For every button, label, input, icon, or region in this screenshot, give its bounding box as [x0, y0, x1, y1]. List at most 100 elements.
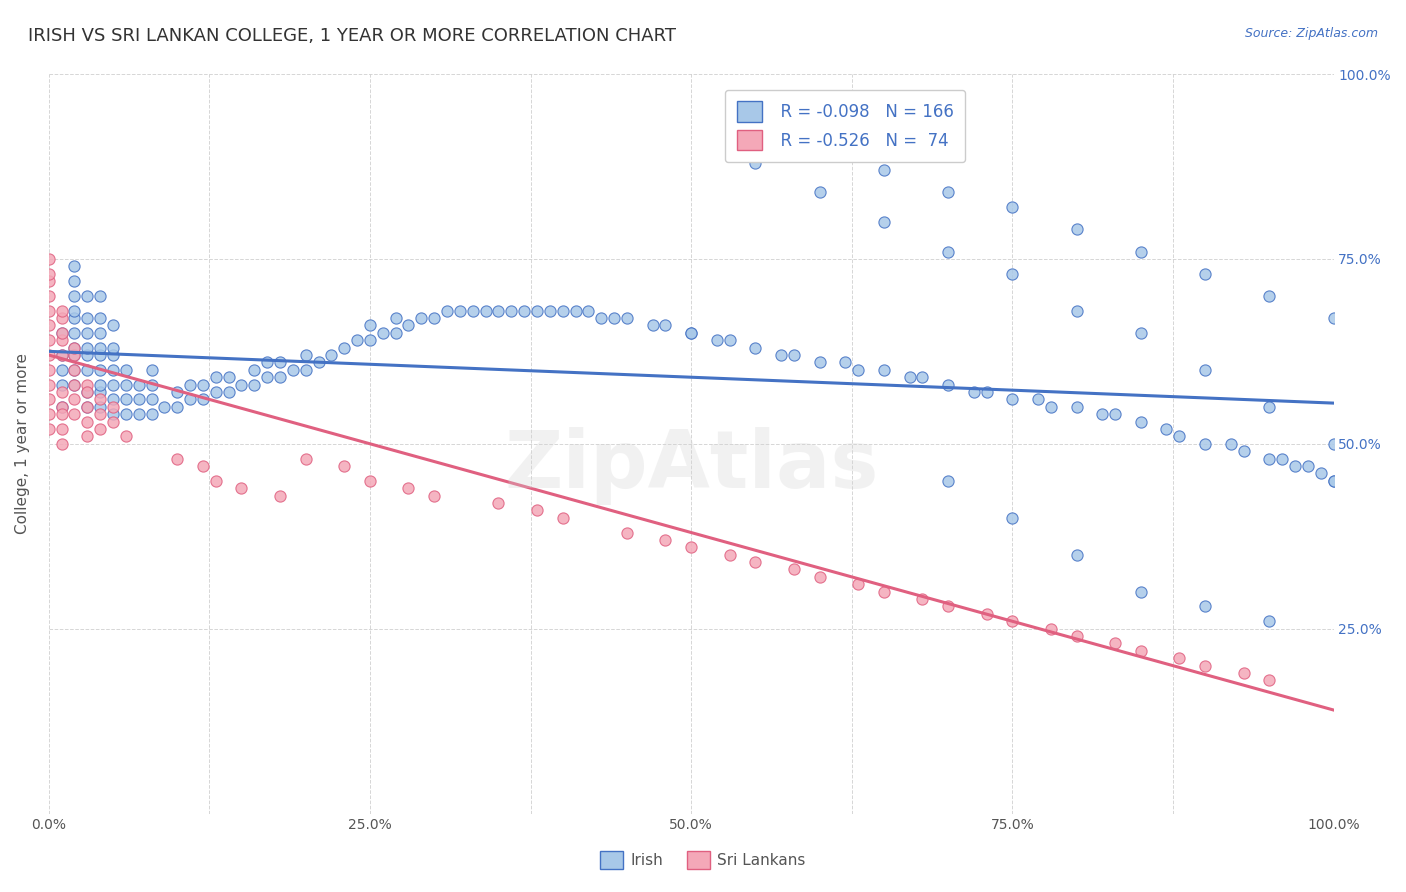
Point [641, 318, 664, 333]
Point [474, 303, 496, 318]
Point [808, 141, 831, 155]
Point [76, 415, 98, 429]
Point [1104, 407, 1126, 421]
Point [576, 303, 599, 318]
Point [321, 348, 343, 362]
Point [63, 274, 86, 288]
Point [783, 348, 806, 362]
Point [783, 562, 806, 576]
Point [526, 503, 548, 517]
Point [1258, 614, 1281, 628]
Point [38, 303, 60, 318]
Point [1026, 392, 1049, 407]
Point [526, 303, 548, 318]
Point [63, 303, 86, 318]
Y-axis label: College, 1 year or more: College, 1 year or more [15, 353, 30, 534]
Point [1066, 222, 1088, 236]
Point [1129, 415, 1152, 429]
Point [1194, 658, 1216, 673]
Point [63, 326, 86, 340]
Point [51, 377, 73, 392]
Point [101, 318, 124, 333]
Point [1322, 474, 1344, 488]
Point [591, 311, 613, 326]
Point [89, 384, 111, 399]
Point [38, 422, 60, 436]
Point [1322, 437, 1344, 451]
Point [218, 370, 240, 384]
Point [76, 384, 98, 399]
Point [718, 548, 741, 562]
Point [936, 186, 959, 200]
Point [76, 400, 98, 414]
Point [681, 541, 703, 555]
Point [89, 400, 111, 414]
Point [834, 355, 856, 369]
Point [51, 407, 73, 421]
Point [243, 363, 266, 377]
Point [359, 333, 381, 347]
Point [1001, 392, 1024, 407]
Point [976, 384, 998, 399]
Point [1156, 422, 1178, 436]
Point [936, 599, 959, 614]
Point [1066, 303, 1088, 318]
Point [744, 155, 766, 169]
Point [294, 348, 316, 362]
Point [1194, 599, 1216, 614]
Point [38, 267, 60, 281]
Point [38, 392, 60, 407]
Point [51, 326, 73, 340]
Point [1232, 444, 1254, 458]
Point [1258, 673, 1281, 688]
Point [681, 326, 703, 340]
Point [654, 318, 676, 333]
Point [744, 555, 766, 569]
Point [846, 363, 869, 377]
Point [1284, 458, 1306, 473]
Point [179, 392, 201, 407]
Point [76, 363, 98, 377]
Point [101, 400, 124, 414]
Point [38, 289, 60, 303]
Point [166, 451, 188, 466]
Point [128, 392, 150, 407]
Point [1194, 437, 1216, 451]
Point [51, 333, 73, 347]
Point [423, 489, 446, 503]
Point [101, 415, 124, 429]
Point [718, 333, 741, 347]
Point [114, 377, 136, 392]
Point [513, 303, 536, 318]
Point [51, 437, 73, 451]
Point [398, 318, 420, 333]
Point [294, 451, 316, 466]
Point [1091, 407, 1114, 421]
Point [218, 384, 240, 399]
Point [76, 384, 98, 399]
Point [51, 384, 73, 399]
Point [63, 260, 86, 274]
Point [256, 370, 278, 384]
Point [101, 392, 124, 407]
Point [936, 244, 959, 259]
Point [873, 163, 896, 178]
Point [63, 363, 86, 377]
Point [1104, 636, 1126, 650]
Point [128, 407, 150, 421]
Point [911, 370, 934, 384]
Point [308, 355, 330, 369]
Point [204, 474, 226, 488]
Point [256, 355, 278, 369]
Point [269, 355, 291, 369]
Point [1001, 510, 1024, 524]
Point [141, 407, 163, 421]
Point [963, 384, 986, 399]
Point [38, 274, 60, 288]
Point [38, 318, 60, 333]
Point [101, 407, 124, 421]
Point [564, 303, 586, 318]
Point [63, 407, 86, 421]
Point [63, 377, 86, 392]
Point [51, 348, 73, 362]
